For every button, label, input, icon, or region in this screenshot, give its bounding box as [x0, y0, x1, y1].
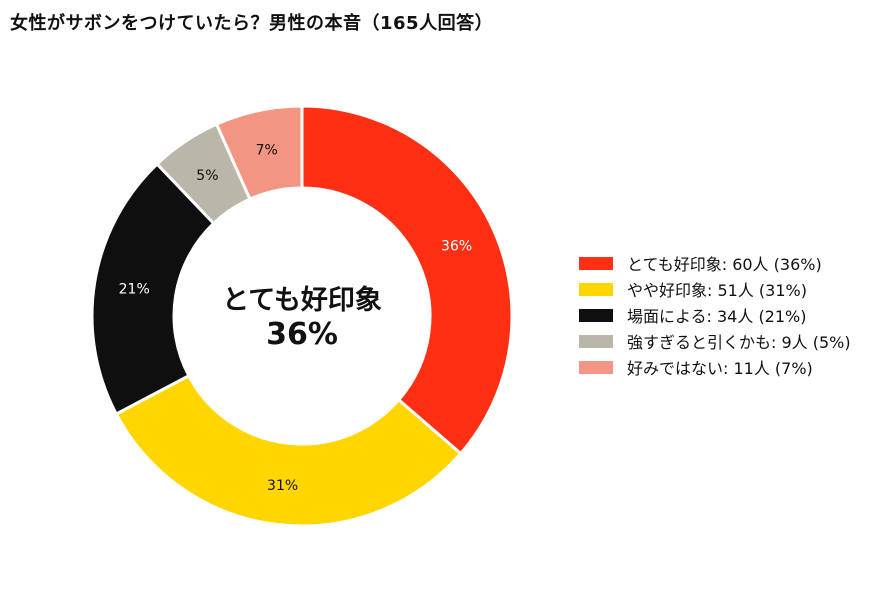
legend-label: 強すぎると引くかも: 9人 (5%) [627, 333, 851, 352]
legend-swatch [579, 360, 613, 374]
slice-label-2: 21% [119, 282, 150, 298]
slice-label-4: 7% [256, 143, 278, 159]
slice-label-1: 31% [267, 478, 298, 494]
legend-swatch [579, 256, 613, 270]
slice-1 [114, 373, 463, 528]
legend-item-3: 強すぎると引くかも: 9人 (5%) [579, 331, 851, 352]
legend-item-1: やや好印象: 51人 (31%) [579, 279, 851, 300]
legend-swatch [579, 334, 613, 348]
slice-0 [300, 104, 514, 456]
slice-label-0: 36% [441, 238, 472, 254]
slice-4 [214, 104, 304, 202]
legend-label: とても好印象: 60人 (36%) [627, 255, 822, 274]
legend-item-2: 場面による: 34人 (21%) [579, 305, 851, 326]
legend-label: 好みではない: 11人 (7%) [627, 359, 813, 378]
donut-slices [90, 104, 514, 528]
legend-label: 場面による: 34人 (21%) [627, 307, 807, 326]
legend-item-0: とても好印象: 60人 (36%) [579, 253, 851, 274]
slice-label-3: 5% [196, 168, 218, 184]
legend-swatch [579, 308, 613, 322]
center-value: 36% [266, 317, 338, 352]
legend-label: やや好印象: 51人 (31%) [627, 281, 807, 300]
center-label: とても好印象 [222, 284, 382, 316]
slice-2 [90, 161, 216, 417]
legend-item-4: 好みではない: 11人 (7%) [579, 357, 851, 378]
chart-title: 女性がサボンをつけていたら？男性の本音（165人回答） [10, 13, 494, 34]
legend: とても好印象: 60人 (36%) やや好印象: 51人 (31%) 場面による: … [579, 253, 851, 383]
slice-labels: 36% 31% 21% 5% 7% [119, 143, 473, 494]
legend-swatch [579, 282, 613, 296]
